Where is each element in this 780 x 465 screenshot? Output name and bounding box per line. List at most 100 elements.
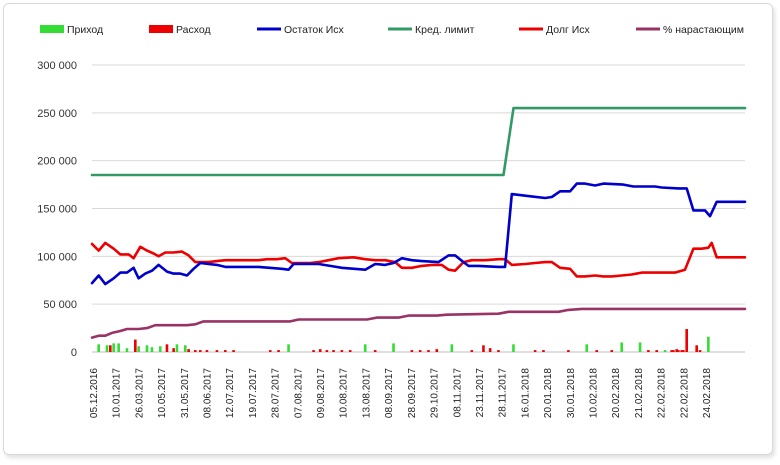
income-bar <box>112 343 115 352</box>
expense-bar <box>670 350 674 352</box>
x-tick-label: 07.08.2017 <box>293 368 304 418</box>
expense-bar <box>215 350 219 352</box>
income-bar <box>512 344 515 352</box>
expense-bar <box>435 349 439 352</box>
expense-bar <box>567 350 570 352</box>
legend-label: Кред. лимит <box>415 24 475 36</box>
income-bar <box>638 342 642 352</box>
legend-label: Остаток Исх <box>284 24 345 36</box>
y-tick-label: 150 000 <box>37 204 77 216</box>
y-tick-label: 100 000 <box>37 251 77 263</box>
legend-label: % нарастающим <box>663 24 744 36</box>
y-tick-label: 300 000 <box>37 60 77 72</box>
legend-label: Долг Исх <box>546 24 591 36</box>
expense-bar <box>134 339 137 352</box>
x-tick-label: 16.01.2018 <box>520 368 531 418</box>
expense-bar <box>109 345 112 352</box>
chart-frame <box>3 3 773 455</box>
expense-bar <box>193 350 197 352</box>
expense-bar <box>470 350 474 352</box>
x-tick-label: 05.12.2016 <box>89 368 100 418</box>
expense-bar <box>373 350 377 352</box>
expense-bar <box>165 344 169 352</box>
y-axis: 0 50 000 100 000 150 000 200 000 250 000 300 0… <box>37 60 77 359</box>
income-bar <box>105 345 109 352</box>
x-tick-label: 22.02.2018 <box>657 368 668 418</box>
income-bar <box>150 347 154 352</box>
expense-bar <box>675 349 679 352</box>
expense-bar <box>647 350 650 352</box>
expense-bar <box>682 350 685 352</box>
x-tick-label: 10.05.2017 <box>157 368 168 418</box>
x-tick-label: 08.06.2017 <box>203 368 214 418</box>
income-bar <box>620 342 624 352</box>
legend: Приход Расход Остаток Исх Кред. лимит Долг И… <box>40 24 744 36</box>
income-bar <box>363 344 367 352</box>
income-bar <box>175 344 179 352</box>
expense-bar <box>427 350 430 352</box>
expense-bar <box>672 350 675 352</box>
x-tick-label: 26.03.2017 <box>134 368 145 418</box>
x-tick-label: 10.01.2017 <box>112 368 123 418</box>
expense-bar <box>533 350 537 352</box>
income-bar <box>663 350 667 352</box>
expense-bar <box>680 350 683 352</box>
income-bar <box>137 346 140 352</box>
x-tick-label: 10.02.2018 <box>588 368 599 418</box>
expense-bar <box>695 345 698 352</box>
debt-line <box>90 241 747 278</box>
expense-bar <box>205 350 209 352</box>
income-bar <box>707 336 710 352</box>
balance-line <box>90 182 747 286</box>
expense-bar <box>318 349 322 352</box>
income-bar <box>585 344 589 352</box>
expense-bar <box>340 350 344 352</box>
expense-bar <box>542 350 545 352</box>
expense-bar <box>198 350 202 352</box>
x-tick-label: 28.09.2017 <box>407 368 418 418</box>
expense-bar <box>332 350 335 352</box>
expense-bar <box>685 329 688 352</box>
expense-bar <box>698 350 702 352</box>
x-tick-label: 20.01.2018 <box>543 368 554 418</box>
expense-bar <box>488 348 492 352</box>
expense-bar <box>677 350 680 352</box>
expense-bar <box>595 350 599 352</box>
income-bar <box>117 343 120 352</box>
x-tick-label: 24.02.2018 <box>702 368 713 418</box>
income-bar <box>145 345 149 352</box>
expense-bar <box>482 345 485 352</box>
x-tick-label: 28.07.2017 <box>271 368 282 418</box>
expense-bar <box>223 350 227 352</box>
y-tick-label: 0 <box>71 347 77 359</box>
expense-bar <box>277 350 280 352</box>
x-tick-label: 20.02.2018 <box>611 368 622 418</box>
income-bar <box>392 343 395 352</box>
expense-bar <box>172 348 175 352</box>
x-tick-label: 19.07.2017 <box>248 368 259 418</box>
expense-bar <box>610 350 614 352</box>
expense-bar <box>655 350 659 352</box>
x-tick-label: 22.02.2018 <box>679 368 690 418</box>
x-tick-label: 09.08.2017 <box>316 368 327 418</box>
x-tick-label: 21.02.2018 <box>634 368 645 418</box>
expense-bar <box>325 350 329 352</box>
expense-bar <box>418 350 422 352</box>
x-tick-label: 31.05.2017 <box>180 368 191 418</box>
y-tick-label: 250 000 <box>37 108 77 120</box>
income-bar <box>450 344 454 352</box>
cumulative-percent-line <box>90 307 747 339</box>
expense-bar <box>187 349 190 352</box>
legend-label: Приход <box>67 24 103 36</box>
gridlines <box>92 64 745 353</box>
expense-bar <box>348 350 352 352</box>
legend-swatch <box>40 25 64 33</box>
x-tick-label: 10.08.2017 <box>339 368 350 418</box>
income-bar <box>287 344 290 352</box>
legend-swatch <box>149 25 173 33</box>
x-tick-label: 29.10.2017 <box>430 368 441 418</box>
expense-bar <box>410 350 414 352</box>
y-tick-label: 50 000 <box>43 299 77 311</box>
line-series <box>90 106 747 339</box>
